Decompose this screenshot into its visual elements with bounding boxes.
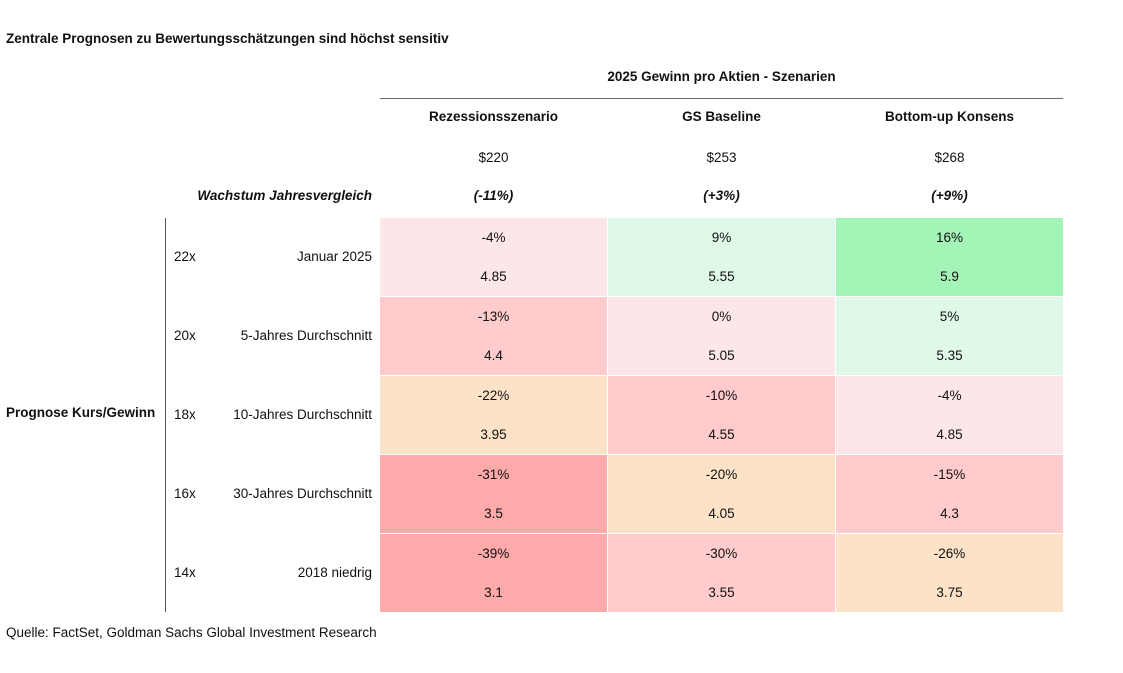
column-header-rezession: Rezessionsszenario <box>428 109 559 124</box>
cell-percent-change: -31% <box>477 467 510 482</box>
heatmap-cell: 16% 5.9 <box>836 218 1063 296</box>
column-group-title: 2025 Gewinn pro Aktien - Szenarien <box>607 69 836 84</box>
chart-title: Zentrale Prognosen zu Bewertungsschätzun… <box>6 31 449 46</box>
cell-value: 4.85 <box>480 269 507 284</box>
cell-percent-change: 5% <box>939 309 960 324</box>
heatmap-cell: 5% 5.35 <box>836 297 1063 375</box>
source-note: Quelle: FactSet, Goldman Sachs Global In… <box>6 625 377 640</box>
cell-percent-change: -26% <box>933 546 966 561</box>
row-label: 2018 niedrig <box>297 565 372 580</box>
cell-value: 3.95 <box>480 427 507 442</box>
cell-percent-change: 0% <box>711 309 732 324</box>
row-label: Januar 2025 <box>296 249 372 264</box>
row-label: 30-Jahres Durchschnitt <box>233 486 372 501</box>
cell-value: 5.9 <box>940 269 959 284</box>
cell-percent-change: -20% <box>705 467 738 482</box>
cell-percent-change: -39% <box>477 546 510 561</box>
row-pe-multiple: 16x <box>174 486 196 501</box>
cell-percent-change: -15% <box>933 467 966 482</box>
cell-value: 3.5 <box>484 506 503 521</box>
row-pe-multiple: 20x <box>174 328 196 343</box>
heatmap-cell: -10% 4.55 <box>608 376 835 454</box>
heatmap-cell: 9% 5.55 <box>608 218 835 296</box>
eps-gs-baseline: $253 <box>706 150 737 165</box>
cell-percent-change: 9% <box>711 230 732 245</box>
column-header-bottom-up: Bottom-up Konsens <box>885 109 1014 124</box>
heatmap-cell: -22% 3.95 <box>380 376 607 454</box>
heatmap-cell: -4% 4.85 <box>836 376 1063 454</box>
cell-percent-change: -10% <box>705 388 738 403</box>
cell-value: 3.1 <box>484 585 503 600</box>
column-header-gs-baseline: GS Baseline <box>682 109 761 124</box>
row-group-label: Prognose Kurs/Gewinn <box>6 405 156 420</box>
heatmap-cell: -30% 3.55 <box>608 534 835 612</box>
heatmap-cell: -13% 4.4 <box>380 297 607 375</box>
heatmap-cell: -4% 4.85 <box>380 218 607 296</box>
cell-value: 3.75 <box>936 585 963 600</box>
cell-percent-change: -4% <box>937 388 962 403</box>
row-label: 10-Jahres Durchschnitt <box>233 407 372 422</box>
growth-label: Wachstum Jahresvergleich <box>197 188 372 203</box>
row-pe-multiple: 18x <box>174 407 196 422</box>
row-group-bracket-line <box>165 218 166 612</box>
row-pe-multiple: 22x <box>174 249 196 264</box>
eps-bottom-up: $268 <box>934 150 965 165</box>
cell-value: 3.55 <box>708 585 735 600</box>
cell-value: 5.55 <box>708 269 735 284</box>
cell-percent-change: -4% <box>481 230 506 245</box>
growth-rezession: (-11%) <box>473 188 514 203</box>
cell-percent-change: -22% <box>477 388 510 403</box>
cell-percent-change: -30% <box>705 546 738 561</box>
cell-value: 5.35 <box>936 348 963 363</box>
heatmap-cell: 0% 5.05 <box>608 297 835 375</box>
heatmap-cell: -31% 3.5 <box>380 455 607 533</box>
cell-value: 4.55 <box>708 427 735 442</box>
heatmap-cell: -20% 4.05 <box>608 455 835 533</box>
cell-value: 4.4 <box>484 348 503 363</box>
header-divider <box>380 98 1063 99</box>
heatmap-cell: -26% 3.75 <box>836 534 1063 612</box>
growth-gs-baseline: (+3%) <box>703 188 740 203</box>
cell-value: 4.85 <box>936 427 963 442</box>
cell-value: 4.3 <box>940 506 959 521</box>
row-label: 5-Jahres Durchschnitt <box>240 328 372 343</box>
cell-value: 5.05 <box>708 348 735 363</box>
heatmap-cell: -39% 3.1 <box>380 534 607 612</box>
heatmap-cell: -15% 4.3 <box>836 455 1063 533</box>
cell-percent-change: 16% <box>935 230 964 245</box>
cell-percent-change: -13% <box>477 309 510 324</box>
growth-bottom-up: (+9%) <box>931 188 968 203</box>
eps-rezession: $220 <box>478 150 509 165</box>
cell-value: 4.05 <box>708 506 735 521</box>
row-pe-multiple: 14x <box>174 565 196 580</box>
